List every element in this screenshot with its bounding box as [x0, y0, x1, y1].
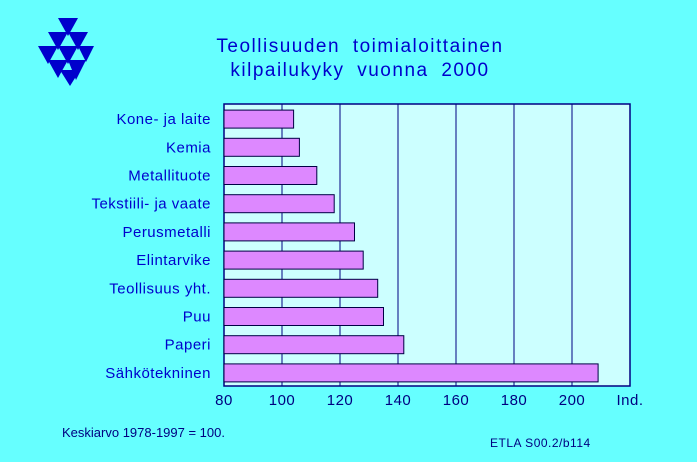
category-label: Sähkötekninen	[105, 365, 211, 382]
bar	[223, 194, 335, 214]
category-label: Kone- ja laite	[116, 111, 211, 128]
tick-label: 180	[501, 392, 528, 409]
category-label: Puu	[183, 309, 211, 326]
tick-labels: 80 100 120 140 160 180 200 Ind.	[215, 392, 643, 409]
bar	[223, 363, 599, 383]
etla-logo	[36, 18, 98, 93]
tick-label: 80	[215, 392, 233, 409]
category-label: Tekstiili- ja vaate	[91, 196, 211, 213]
bars	[223, 109, 599, 383]
category-label: Metallituote	[128, 168, 211, 185]
bar	[223, 335, 405, 355]
tick-label: 140	[385, 392, 412, 409]
tick-label: 100	[269, 392, 296, 409]
chart-title-line2: kilpailukyky vuonna 2000	[230, 60, 490, 81]
category-label: Perusmetalli	[122, 224, 211, 241]
category-label: Kemia	[166, 139, 211, 156]
bar	[223, 307, 384, 326]
average-note: Keskiarvo 1978-1997 = 100.	[62, 425, 225, 440]
bar	[223, 222, 355, 242]
category-labels: Kone- ja laite Kemia Metallituote Tekstiili…	[91, 111, 211, 382]
tick-label: 160	[443, 392, 470, 409]
category-label: Paperi	[165, 337, 211, 354]
bar	[223, 109, 295, 129]
source-label: ETLA S00.2/b114	[490, 436, 591, 450]
bar	[223, 278, 379, 298]
bar	[223, 166, 318, 185]
category-label: Elintarvike	[136, 252, 211, 269]
tick-label: 120	[327, 392, 354, 409]
tick-label: 200	[559, 392, 586, 409]
category-label: Teollisuus yht.	[109, 280, 211, 297]
bar	[223, 137, 300, 157]
x-unit-label: Ind.	[616, 392, 643, 409]
etla-triangles-logo-icon	[38, 18, 94, 86]
chart-title-line1: Teollisuuden toimialoittainen	[216, 36, 504, 57]
bar	[223, 250, 364, 270]
